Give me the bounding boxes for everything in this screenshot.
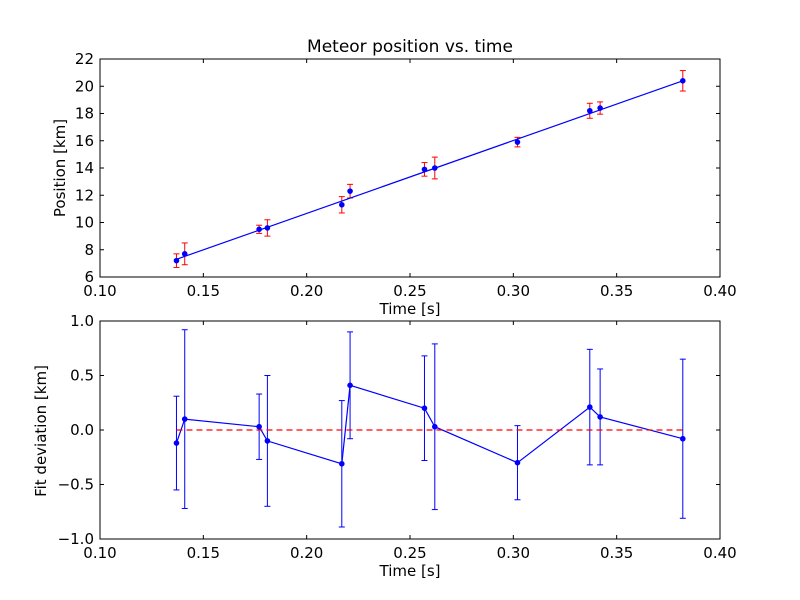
position-plot-xlabel: Time [s] — [379, 300, 441, 318]
y-tick-label: −1.0 — [58, 530, 94, 548]
x-tick-label: 0.15 — [187, 544, 220, 562]
x-tick-label: 0.15 — [187, 282, 220, 300]
y-tick-label: 18 — [75, 105, 94, 123]
x-tick-label: 0.35 — [600, 544, 633, 562]
data-point — [421, 405, 428, 412]
x-tick-label: 0.25 — [393, 282, 426, 300]
deviation-plot-xlabel: Time [s] — [379, 562, 441, 580]
data-point — [514, 139, 521, 145]
y-tick-label: 22 — [75, 50, 94, 68]
data-point — [514, 459, 521, 466]
x-tick-label: 0.40 — [703, 282, 736, 300]
data-point — [347, 382, 353, 389]
y-tick-label: 12 — [75, 186, 94, 204]
position-plot-ticks: 0.10 0.15 0.20 0.25 0.30 0.35 0.40 6 8 10 12 14 16 18… — [75, 50, 737, 300]
data-point — [680, 435, 686, 442]
deviation-plot-marks — [173, 329, 686, 528]
x-tick-label: 0.10 — [83, 282, 116, 300]
y-tick-label: 16 — [75, 132, 94, 150]
y-tick-label: 0.0 — [70, 421, 94, 439]
data-point — [587, 404, 593, 410]
data-point — [264, 438, 271, 444]
y-tick-label: 1.0 — [70, 312, 94, 330]
deviation-plot-ticks: 0.10 0.15 0.20 0.25 0.30 0.35 0.40 −1.0 −0.5 0.0 0… — [58, 312, 737, 562]
y-tick-label: 14 — [75, 159, 94, 177]
x-tick-label: 0.20 — [290, 544, 323, 562]
position-plot-title: Meteor position vs. time — [307, 37, 513, 57]
data-point — [432, 423, 438, 430]
data-point — [173, 440, 180, 446]
x-tick-label: 0.10 — [83, 544, 116, 562]
deviation-plot-ylabel: Fit deviation [km] — [32, 365, 50, 497]
y-tick-label: 6 — [84, 268, 94, 286]
y-tick-label: 10 — [75, 214, 94, 232]
data-point — [181, 416, 188, 422]
position-plot-marks — [173, 70, 686, 268]
data-point — [256, 423, 262, 430]
y-tick-label: 20 — [75, 77, 94, 95]
x-tick-label: 0.25 — [393, 544, 426, 562]
position-plot-frame — [99, 58, 721, 278]
data-point — [597, 414, 603, 420]
deviation-plot: Time [s] Fit deviation [km] 0.10 0.15 0.20… — [32, 312, 737, 580]
fit-line — [176, 80, 683, 260]
y-tick-label: 0.5 — [70, 367, 94, 385]
data-point — [339, 460, 345, 467]
x-tick-label: 0.30 — [497, 282, 530, 300]
x-tick-label: 0.35 — [600, 282, 633, 300]
x-tick-label: 0.30 — [497, 544, 530, 562]
position-plot: Meteor position vs. time Time [s] Positi… — [51, 37, 737, 318]
position-plot-ylabel: Position [km] — [51, 119, 69, 217]
y-tick-label: 8 — [84, 241, 94, 259]
x-tick-label: 0.40 — [703, 544, 736, 562]
x-tick-label: 0.20 — [290, 282, 323, 300]
deviation-plot-frame — [99, 320, 721, 540]
data-point — [339, 201, 345, 208]
data-point — [347, 188, 353, 194]
y-tick-label: −0.5 — [58, 476, 94, 494]
